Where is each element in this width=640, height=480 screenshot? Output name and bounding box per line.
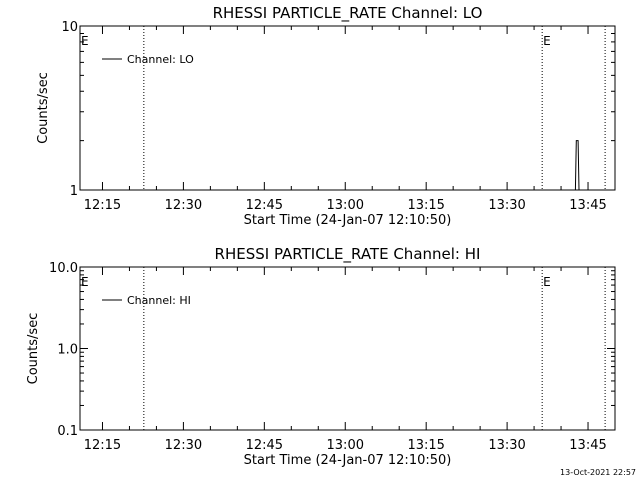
- panel-2-y-tick-label: 10.0: [49, 261, 78, 276]
- panel-2-x-tick-label: 13:30: [488, 438, 525, 453]
- panel-1-x-axis-label: Start Time (24-Jan-07 12:10:50): [244, 213, 452, 228]
- footer-timestamp: 13-Oct-2021 22:57: [560, 468, 636, 477]
- panel-1-y-tick-label: 1: [70, 184, 78, 199]
- panel-1-x-tick-label: 13:30: [488, 198, 525, 213]
- panel-1-x-tick-label: 13:15: [407, 198, 444, 213]
- panel-2-x-tick-label: 13:15: [407, 438, 444, 453]
- panel-1-title: RHESSI PARTICLE_RATE Channel: LO: [213, 4, 483, 23]
- panel-2-x-tick-label: 12:45: [246, 438, 283, 453]
- panel-1-x-tick-label: 12:30: [165, 198, 202, 213]
- panel-2-x-tick-label: 12:30: [165, 438, 202, 453]
- panel-1-x-tick-label: 13:45: [569, 198, 606, 213]
- panel-2-event-label: E: [543, 275, 551, 289]
- panel-1-y-tick-label: 10: [61, 20, 78, 35]
- panel-1-legend-label: Channel: LO: [127, 53, 194, 66]
- panel-1-event-label: E: [543, 34, 551, 48]
- panel-1-plot-frame: [79, 25, 616, 191]
- panel-1-event-label: E: [81, 34, 89, 48]
- panel-2-y-axis-label: Counts/sec: [26, 313, 41, 385]
- panel-1-series-line: [574, 140, 580, 191]
- panel-2-x-axis-label: Start Time (24-Jan-07 12:10:50): [244, 453, 452, 468]
- panel-1-x-tick-label: 12:45: [246, 198, 283, 213]
- panel-1-x-tick-label: 13:00: [327, 198, 364, 213]
- panel-1-y-axis-label: Counts/sec: [36, 72, 51, 144]
- panel-2-y-tick-label: 0.1: [57, 424, 78, 439]
- panel-2-title: RHESSI PARTICLE_RATE Channel: HI: [215, 245, 481, 264]
- panel-2-x-tick-label: 12:15: [84, 438, 121, 453]
- panel-1-x-tick-label: 12:15: [84, 198, 121, 213]
- panel-2-legend-label: Channel: HI: [127, 294, 191, 307]
- panel-2-x-tick-label: 13:45: [569, 438, 606, 453]
- panel-2-x-tick-label: 13:00: [327, 438, 364, 453]
- panel-2-y-tick-label: 1.0: [57, 343, 78, 358]
- panel-2-event-label: E: [81, 275, 89, 289]
